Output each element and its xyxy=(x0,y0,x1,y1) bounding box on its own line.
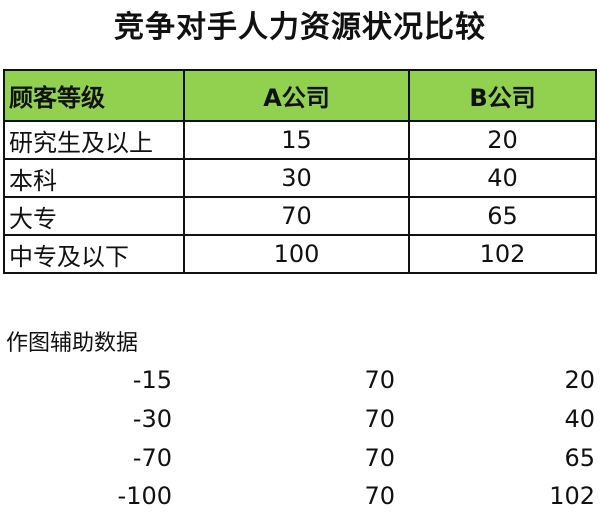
table-row: 中专及以下 100 102 xyxy=(3,234,597,274)
cell[interactable]: 70 xyxy=(364,482,395,510)
cell[interactable]: -15 xyxy=(132,366,172,394)
header-cell[interactable]: A公司 xyxy=(183,69,410,122)
table-row: 研究生及以上 15 20 xyxy=(3,120,597,160)
comparison-table: 顾客等级 A公司 B公司 研究生及以上 15 20 本科 30 40 大专 70… xyxy=(3,69,597,274)
cell[interactable]: 100 xyxy=(183,234,410,274)
aux-row: -30 70 40 xyxy=(0,405,600,441)
cell[interactable]: 70 xyxy=(364,366,395,394)
cell[interactable]: 102 xyxy=(549,482,595,510)
table-header-row: 顾客等级 A公司 B公司 xyxy=(3,69,597,122)
cell[interactable]: 研究生及以上 xyxy=(3,120,185,160)
cell[interactable]: 40 xyxy=(564,405,595,433)
cell[interactable]: 20 xyxy=(408,120,597,160)
table-row: 大专 70 65 xyxy=(3,196,597,236)
cell[interactable]: 15 xyxy=(183,120,410,160)
aux-data-label: 作图辅助数据 xyxy=(6,331,139,356)
cell[interactable]: 中专及以下 xyxy=(3,234,185,274)
aux-row: -70 70 65 xyxy=(0,444,600,480)
aux-row: -15 70 20 xyxy=(0,366,600,402)
cell[interactable]: -100 xyxy=(117,482,172,510)
cell[interactable]: 40 xyxy=(408,158,597,198)
cell[interactable]: 70 xyxy=(183,196,410,236)
cell[interactable]: 30 xyxy=(183,158,410,198)
header-cell[interactable]: B公司 xyxy=(408,69,597,122)
cell[interactable]: 65 xyxy=(564,444,595,472)
header-cell[interactable]: 顾客等级 xyxy=(3,69,185,122)
cell[interactable]: -70 xyxy=(132,444,172,472)
cell[interactable]: 102 xyxy=(408,234,597,274)
cell[interactable]: 70 xyxy=(364,405,395,433)
cell[interactable]: 大专 xyxy=(3,196,185,236)
cell[interactable]: 65 xyxy=(408,196,597,236)
aux-row: -100 70 102 xyxy=(0,482,600,518)
cell[interactable]: 本科 xyxy=(3,158,185,198)
cell[interactable]: 70 xyxy=(364,444,395,472)
table-row: 本科 30 40 xyxy=(3,158,597,198)
cell[interactable]: -30 xyxy=(132,405,172,433)
cell[interactable]: 20 xyxy=(564,366,595,394)
page-title: 竞争对手人力资源状况比较 xyxy=(114,10,486,45)
